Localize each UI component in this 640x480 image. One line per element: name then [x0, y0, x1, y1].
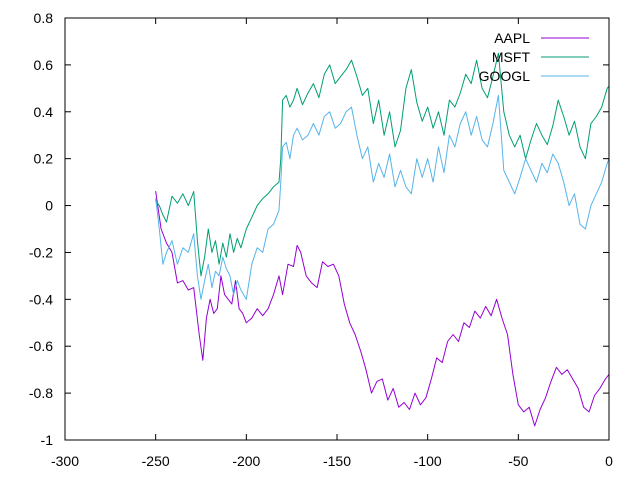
y-tick-label: 0	[45, 198, 53, 214]
legend-label-msft: MSFT	[492, 49, 531, 65]
y-tick-label: 0.2	[34, 151, 54, 167]
x-tick-label: 0	[605, 453, 613, 469]
y-tick-label: -0.2	[29, 244, 53, 260]
legend-label-aapl: AAPL	[494, 30, 530, 46]
y-tick-label: -0.6	[29, 338, 53, 354]
legend: AAPL MSFT GOOGL	[479, 30, 589, 84]
y-tick-label: 0.6	[34, 57, 54, 73]
series-line-googl	[155, 94, 610, 300]
legend-label-googl: GOOGL	[479, 68, 531, 84]
x-tick-label: -200	[232, 453, 260, 469]
y-tick-label: 0.8	[34, 10, 54, 26]
series-line-aapl	[155, 191, 610, 427]
x-tick-label: -100	[414, 453, 442, 469]
plot-series	[155, 52, 610, 427]
y-tick-label: 0.4	[34, 104, 54, 120]
y-tick-label: -0.4	[29, 291, 53, 307]
series-line-msft	[155, 52, 610, 277]
y-tick-label: -0.8	[29, 385, 53, 401]
x-tick-label: -150	[323, 453, 351, 469]
x-axis: -300 -250 -200 -150 -100 -50 0	[51, 18, 613, 469]
x-tick-label: -50	[508, 453, 528, 469]
x-tick-label: -250	[142, 453, 170, 469]
y-tick-label: -1	[41, 432, 54, 448]
y-axis: 0.8 0.6 0.4 0.2 0 -0.2 -0.4 -0.6 -0.8 -1	[29, 10, 609, 448]
x-tick-label: -300	[51, 453, 79, 469]
